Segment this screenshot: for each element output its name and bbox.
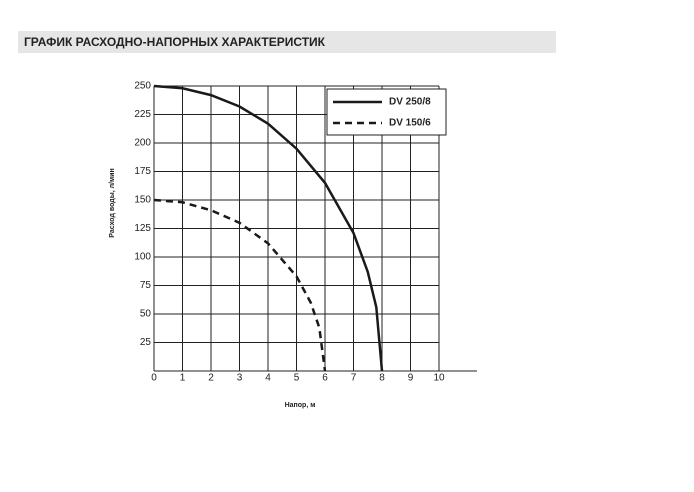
legend-box	[326, 88, 447, 136]
x-tick-label: 0	[151, 373, 157, 384]
y-tick-label: 100	[134, 252, 151, 263]
x-tick-label: 5	[294, 373, 300, 384]
line-series	[153, 84, 384, 372]
y-tick-label: 200	[134, 138, 151, 149]
x-tick-label: 3	[237, 373, 243, 384]
y-tick-label: 25	[140, 337, 152, 348]
x-tick-label: 6	[322, 373, 328, 384]
y-tick-label: 250	[134, 81, 151, 92]
line-series	[153, 198, 327, 372]
x-tick-label: 4	[265, 373, 271, 384]
title-bar	[18, 31, 556, 53]
y-tick-label: 50	[140, 309, 152, 320]
y-tick-label: 75	[140, 280, 152, 291]
x-tick-label: 10	[433, 373, 445, 384]
y-axis-label: Расход воды, л/мин	[109, 168, 116, 237]
legend-label: DV 250/8	[389, 97, 431, 108]
x-tick-label: 7	[351, 373, 357, 384]
x-tick-label: 2	[208, 373, 214, 384]
chart-title: ГРАФИК РАСХОДНО-НАПОРНЫХ ХАРАКТЕРИСТИК	[24, 35, 326, 49]
legend-label: DV 150/6	[389, 118, 431, 129]
x-tick-label: 1	[180, 373, 186, 384]
x-tick-label: 8	[379, 373, 385, 384]
y-tick-label: 225	[134, 109, 151, 120]
y-tick-label: 175	[134, 166, 151, 177]
y-tick-label: 150	[134, 195, 151, 206]
x-axis-label: Напор, м	[285, 402, 316, 409]
y-tick-label: 125	[134, 223, 151, 234]
x-tick-label: 9	[408, 373, 414, 384]
